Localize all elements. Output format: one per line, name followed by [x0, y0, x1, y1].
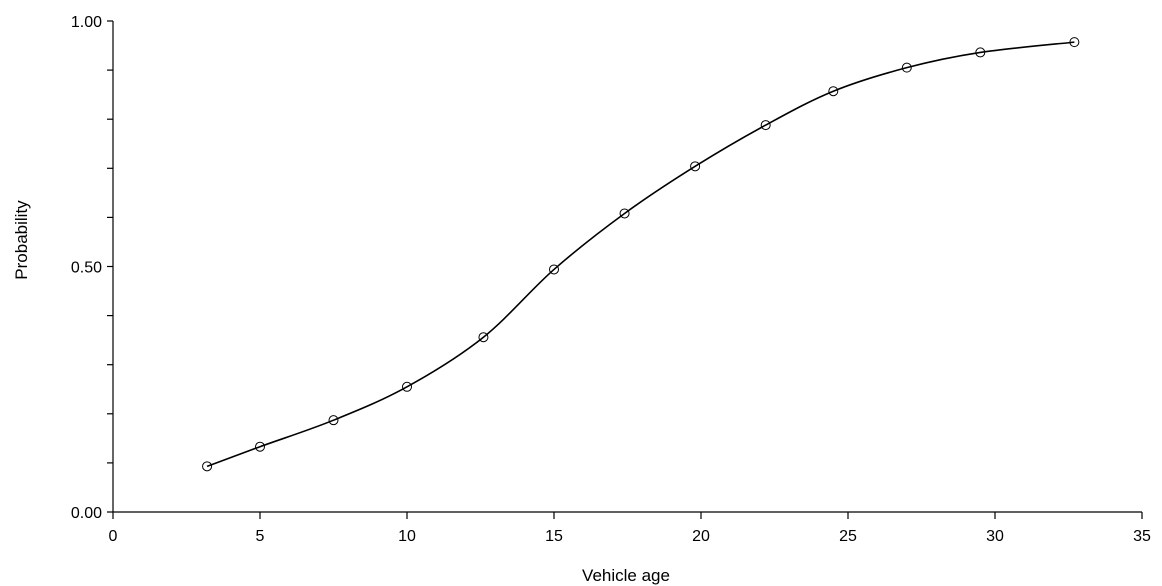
data-point: [549, 264, 559, 275]
data-point: [202, 461, 213, 472]
data-point: [255, 441, 265, 452]
data-point: [402, 381, 412, 392]
x-tick-label: 30: [986, 528, 1004, 545]
data-point: [690, 161, 701, 172]
data-point: [619, 208, 630, 219]
y-ticks: 0.00 0.50 1.00: [71, 14, 113, 522]
axes: [112, 21, 1142, 513]
y-tick-label: 0.50: [71, 260, 102, 277]
x-tick-label: 10: [398, 528, 416, 545]
data-point: [760, 120, 771, 131]
x-tick-label: 0: [109, 528, 118, 545]
data-point: [328, 415, 339, 426]
data-markers: [202, 37, 1080, 472]
data-point: [828, 86, 839, 97]
x-tick-label: 15: [545, 528, 563, 545]
x-tick-label: 35: [1133, 528, 1151, 545]
x-axis-label: Vehicle age: [582, 566, 670, 585]
x-tick-label: 25: [839, 528, 857, 545]
x-ticks: 0 5 10 15 20 25 30 35: [109, 512, 1151, 545]
x-tick-label: 20: [692, 528, 710, 545]
data-point: [901, 62, 912, 73]
data-point: [975, 47, 986, 58]
data-point: [478, 332, 489, 343]
y-tick-label: 1.00: [71, 14, 102, 31]
data-point: [1069, 37, 1080, 48]
series-line: [206, 41, 1075, 468]
y-tick-label: 0.00: [71, 505, 102, 522]
x-tick-label: 5: [256, 528, 265, 545]
y-axis-label: Probability: [12, 200, 31, 280]
